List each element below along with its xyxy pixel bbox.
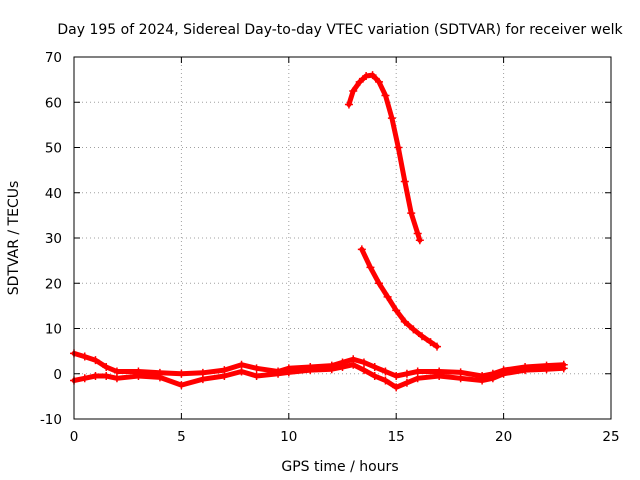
data-point-marker <box>559 364 568 373</box>
data-point-marker <box>357 245 366 254</box>
y-tick-label: 0 <box>53 367 62 383</box>
data-point-marker <box>381 367 390 376</box>
data-point-marker <box>478 376 487 385</box>
data-point-marker <box>134 372 143 381</box>
data-point-marker <box>409 325 418 334</box>
series-line-arc-high <box>346 72 423 243</box>
x-tick-label: 20 <box>495 429 512 445</box>
data-point-marker <box>252 364 261 373</box>
data-point-marker <box>327 365 336 374</box>
data-point-marker <box>370 372 379 381</box>
data-point-marker <box>112 367 121 376</box>
data-point-marker <box>274 369 283 378</box>
x-tick-label: 15 <box>388 429 405 445</box>
data-point-marker <box>177 381 186 390</box>
data-point-marker <box>359 358 368 367</box>
data-point-marker <box>91 372 100 381</box>
data-point-marker <box>177 369 186 378</box>
data-point-marker <box>102 372 111 381</box>
data-point-marker <box>252 372 261 381</box>
y-axis-label: SDTVAR / TECUs <box>6 181 22 296</box>
data-point-marker <box>349 86 358 95</box>
data-point-marker <box>394 143 403 152</box>
data-point-marker <box>433 342 442 351</box>
data-point-marker <box>387 114 396 123</box>
data-point-marker <box>392 306 401 315</box>
data-point-marker <box>488 374 497 383</box>
x-tick-label: 5 <box>177 429 186 445</box>
y-tick-label: 70 <box>45 50 62 66</box>
data-point-marker <box>415 236 424 245</box>
tick-labels: 0 5 10 15 20 25 -10 0 10 20 30 40 50 60 70 <box>40 50 620 445</box>
series-line-baseline-upper <box>71 350 567 379</box>
data-point-marker <box>381 376 390 385</box>
data-point-marker <box>220 372 229 381</box>
data-point-marker <box>237 360 246 369</box>
data-point-marker <box>344 100 353 109</box>
data-point-marker <box>383 292 392 301</box>
data-point-marker <box>102 362 111 371</box>
data-point-marker <box>80 352 89 361</box>
data-point-marker <box>413 374 422 383</box>
x-tick-label: 10 <box>280 429 297 445</box>
y-tick-label: 10 <box>45 322 62 338</box>
data-point-marker <box>112 374 121 383</box>
y-tick-label: 30 <box>45 231 62 247</box>
series-line-arc-low <box>359 246 440 350</box>
data-point-marker <box>413 229 422 238</box>
data-point-marker <box>392 383 401 392</box>
data-point-marker <box>355 77 364 86</box>
data-point-marker <box>402 378 411 387</box>
data-point-marker <box>359 366 368 375</box>
data-point-marker <box>542 365 551 374</box>
data-point-marker <box>338 362 347 371</box>
series-group <box>70 71 568 392</box>
data-point-marker <box>349 360 358 369</box>
data-point-marker <box>91 356 100 365</box>
data-point-marker <box>80 374 89 383</box>
data-point-marker <box>417 332 426 341</box>
data-point-marker <box>381 91 390 100</box>
data-point-marker <box>155 373 164 382</box>
data-point-marker <box>407 209 416 218</box>
y-tick-label: 40 <box>45 186 62 202</box>
data-point-marker <box>306 366 315 375</box>
data-point-marker <box>392 372 401 381</box>
data-point-marker <box>426 338 435 347</box>
data-point-marker <box>375 77 384 86</box>
data-point-marker <box>198 375 207 384</box>
grid-lines <box>74 57 611 419</box>
data-point-marker <box>375 279 384 288</box>
x-axis-label: GPS time / hours <box>281 459 398 475</box>
data-point-marker <box>413 367 422 376</box>
y-tick-label: -10 <box>40 412 62 428</box>
y-tick-label: 60 <box>45 95 62 111</box>
ticks <box>73 56 612 420</box>
data-point-marker <box>237 367 246 376</box>
data-point-marker <box>499 369 508 378</box>
data-point-marker <box>402 369 411 378</box>
data-point-marker <box>521 366 530 375</box>
data-point-marker <box>368 71 377 80</box>
x-tick-label: 25 <box>602 429 619 445</box>
y-tick-label: 50 <box>45 141 62 157</box>
data-point-marker <box>366 263 375 272</box>
data-point-marker <box>435 372 444 381</box>
y-tick-label: 20 <box>45 276 62 292</box>
chart-title: Day 195 of 2024, Sidereal Day-to-day VTE… <box>57 22 623 38</box>
data-point-marker <box>400 317 409 326</box>
data-point-marker <box>362 72 371 81</box>
data-point-marker <box>284 368 293 377</box>
data-point-marker <box>400 177 409 186</box>
data-point-marker <box>370 362 379 371</box>
x-tick-label: 0 <box>70 429 79 445</box>
data-point-marker <box>456 374 465 383</box>
